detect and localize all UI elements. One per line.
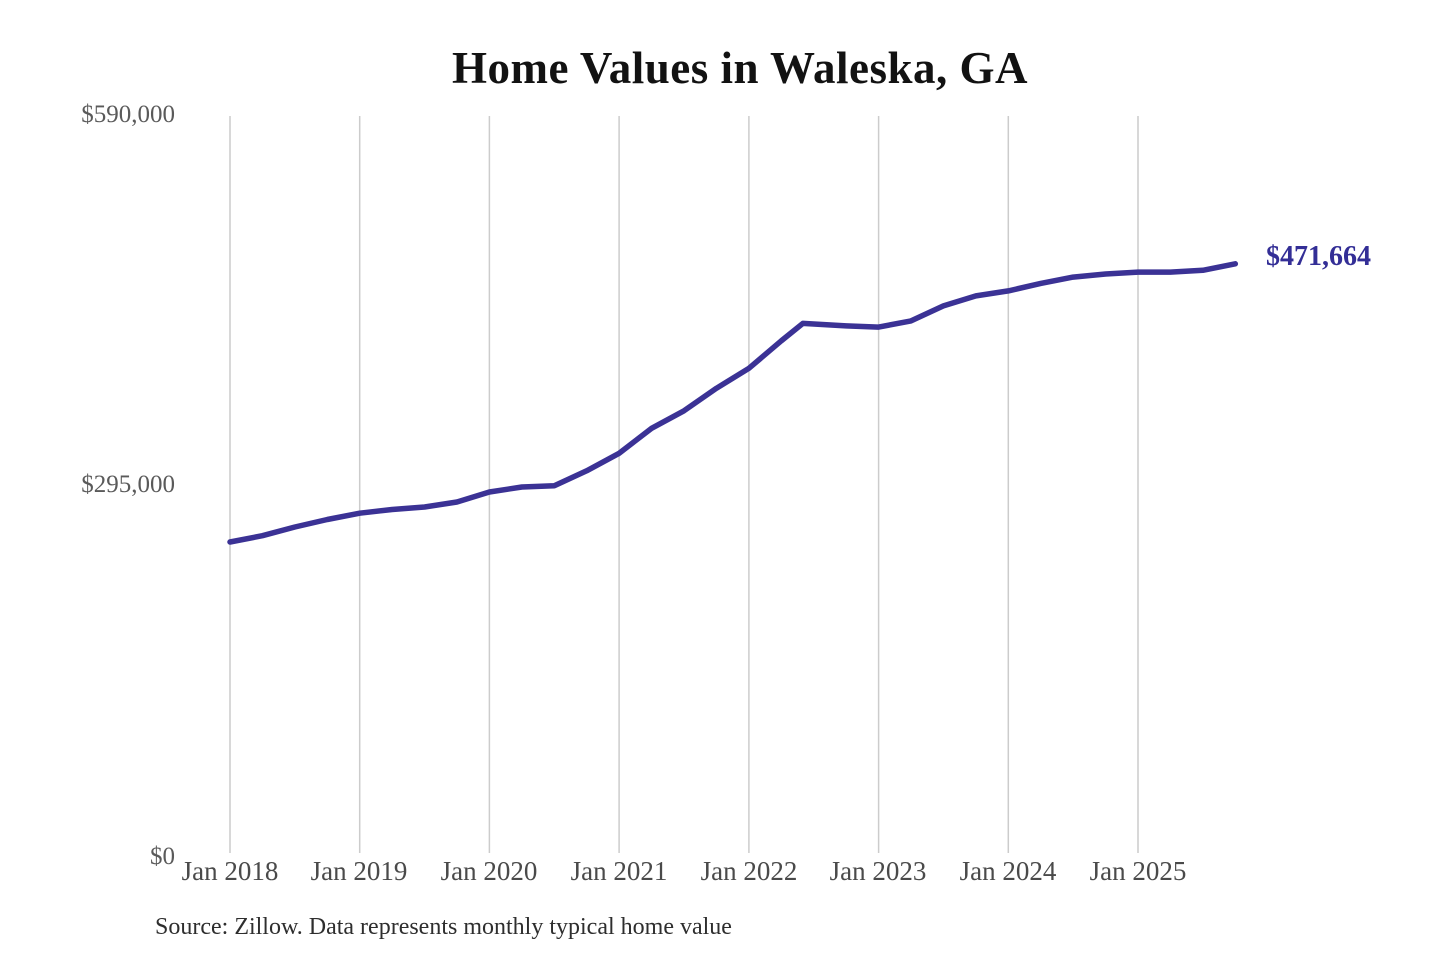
x-axis-label-2022: Jan 2022 xyxy=(700,856,798,886)
x-axis-label-2025: Jan 2025 xyxy=(1089,856,1187,886)
chart-title: Home Values in Waleska, GA xyxy=(451,43,1029,93)
x-axis-label-2024: Jan 2024 xyxy=(959,856,1057,886)
x-axis-label-2020: Jan 2020 xyxy=(440,856,538,886)
y-axis-label-max: $590,000 xyxy=(81,101,175,128)
x-axis-label-2019: Jan 2019 xyxy=(310,856,408,886)
x-axis-label-2018: Jan 2018 xyxy=(181,856,279,886)
x-axis-label-2021: Jan 2021 xyxy=(570,856,668,886)
y-axis-label-zero: $0 xyxy=(150,843,175,870)
source-note: Source: Zillow. Data represents monthly … xyxy=(155,914,732,940)
home-value-line xyxy=(227,261,1239,545)
x-axis-label-2023: Jan 2023 xyxy=(829,856,927,886)
latest-value-label: $471,664 xyxy=(1266,241,1371,272)
y-axis-label-mid: $295,000 xyxy=(81,471,175,498)
